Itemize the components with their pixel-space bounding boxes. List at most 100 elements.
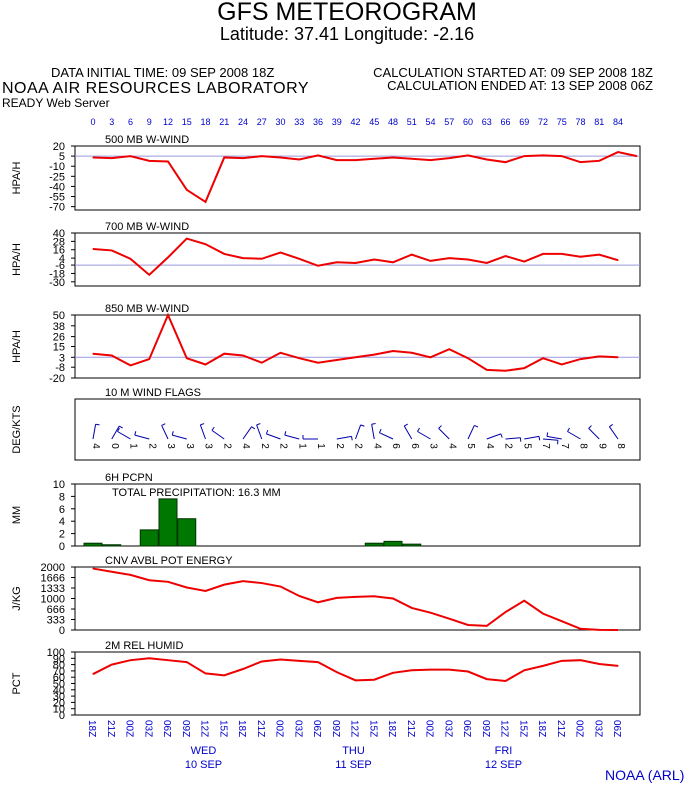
data-point (392, 261, 394, 263)
wind-flag-staff (199, 424, 206, 440)
wind-flag-staff (379, 432, 394, 440)
time-label: 03Z (142, 720, 153, 737)
forecast-hour-label: 30 (275, 117, 285, 127)
data-point (598, 160, 600, 162)
time-label: 15Z (517, 720, 528, 737)
data-point (261, 660, 263, 663)
data-point (242, 668, 244, 670)
data-point (92, 248, 94, 250)
panel-frame (74, 145, 641, 211)
wind-speed-label: 1 (296, 443, 307, 449)
wind-speed-label: 1 (128, 443, 139, 449)
data-point (579, 161, 582, 163)
data-point (186, 237, 188, 240)
wind-flag-barb (438, 425, 442, 429)
data-point (223, 156, 225, 159)
data-point (298, 158, 300, 161)
time-label: 15Z (217, 720, 228, 737)
data-point (636, 155, 638, 157)
data-point (561, 363, 563, 366)
y-tick-label: 2000 (41, 562, 65, 574)
data-point (392, 350, 394, 352)
time-label: 21Z (405, 720, 416, 737)
data-point (148, 160, 150, 162)
panel-frame (74, 651, 641, 716)
data-point (598, 355, 600, 357)
wind-speed-label: 7 (559, 443, 570, 449)
data-point (298, 660, 300, 662)
data-point (411, 607, 413, 609)
y-tick-label: 16 (53, 245, 65, 257)
wind-flag-barb (95, 423, 100, 426)
wind-flag-staff (417, 431, 431, 440)
time-label: 00Z (574, 720, 585, 737)
y-tick-label: 28 (53, 236, 65, 248)
y-tick-label: 1666 (41, 573, 65, 585)
data-point (129, 258, 132, 260)
day-name-label: FRI (495, 745, 513, 757)
data-point (523, 669, 525, 671)
series-line (92, 657, 619, 683)
y-tick-label: 15 (53, 342, 65, 354)
time-label: 12Z (199, 720, 210, 737)
wind-flag-staff (111, 425, 120, 440)
data-point (204, 672, 207, 675)
data-point (504, 611, 507, 613)
y-tick-label: 6 (59, 504, 65, 516)
location-subtitle: Latitude: 37.41 Longitude: -2.16 (219, 24, 475, 44)
y-tick-label: 60 (53, 672, 65, 684)
data-point (129, 574, 132, 576)
precip-bar (158, 498, 178, 547)
data-point (336, 359, 338, 361)
wind-flag-staff (505, 437, 521, 440)
data-point (354, 262, 357, 264)
data-point (523, 367, 525, 369)
data-point (354, 159, 357, 161)
forecast-hour-label: 51 (407, 117, 417, 127)
data-point (167, 659, 169, 661)
data-point (129, 155, 132, 157)
time-label: 12Z (499, 720, 510, 737)
wind-flag-barb (546, 432, 549, 437)
y-tick-label: 4 (59, 253, 65, 265)
data-point (242, 354, 244, 357)
time-label: 18Z (86, 720, 97, 737)
forecast-hour-label: 57 (444, 117, 454, 127)
time-label: 21Z (255, 720, 266, 737)
data-point (354, 596, 357, 598)
data-point (542, 357, 544, 359)
data-point (111, 157, 113, 159)
wind-flag-barb (500, 433, 503, 438)
server-label: READY Web Server (2, 96, 110, 110)
y-tick-label: 30 (53, 691, 65, 703)
wind-speed-label: 4 (240, 443, 251, 449)
time-label: 03Z (442, 720, 453, 737)
data-point (411, 254, 413, 256)
forecast-hour-label: 36 (313, 117, 323, 127)
wind-flag-staff (546, 435, 562, 440)
data-point (617, 151, 619, 153)
wind-speed-label: 4 (371, 443, 382, 449)
forecast-hour-label: 24 (238, 117, 248, 127)
time-label: 06Z (311, 720, 322, 737)
y-tick-label: 333 (47, 615, 65, 627)
data-point (392, 672, 394, 674)
y-tick-label: -20 (49, 373, 65, 385)
wind-speed-label: 8 (578, 443, 589, 449)
time-label: 09Z (180, 720, 191, 737)
data-point (317, 265, 319, 267)
forecast-hour-label: 45 (369, 117, 379, 127)
series-line (92, 151, 637, 204)
day-name-label: WED (191, 745, 217, 757)
y-tick-label: 0 (59, 625, 65, 637)
wind-speed-label: 2 (259, 443, 270, 449)
y-tick-label: 1000 (41, 594, 65, 606)
y-tick-label: 40 (53, 228, 65, 240)
forecast-hour-label: 12 (163, 117, 173, 127)
data-point (317, 661, 319, 663)
data-point (279, 585, 282, 588)
y-axis-label: PCT (11, 672, 23, 694)
wind-speed-label: 6 (409, 443, 420, 449)
data-point (486, 369, 488, 371)
